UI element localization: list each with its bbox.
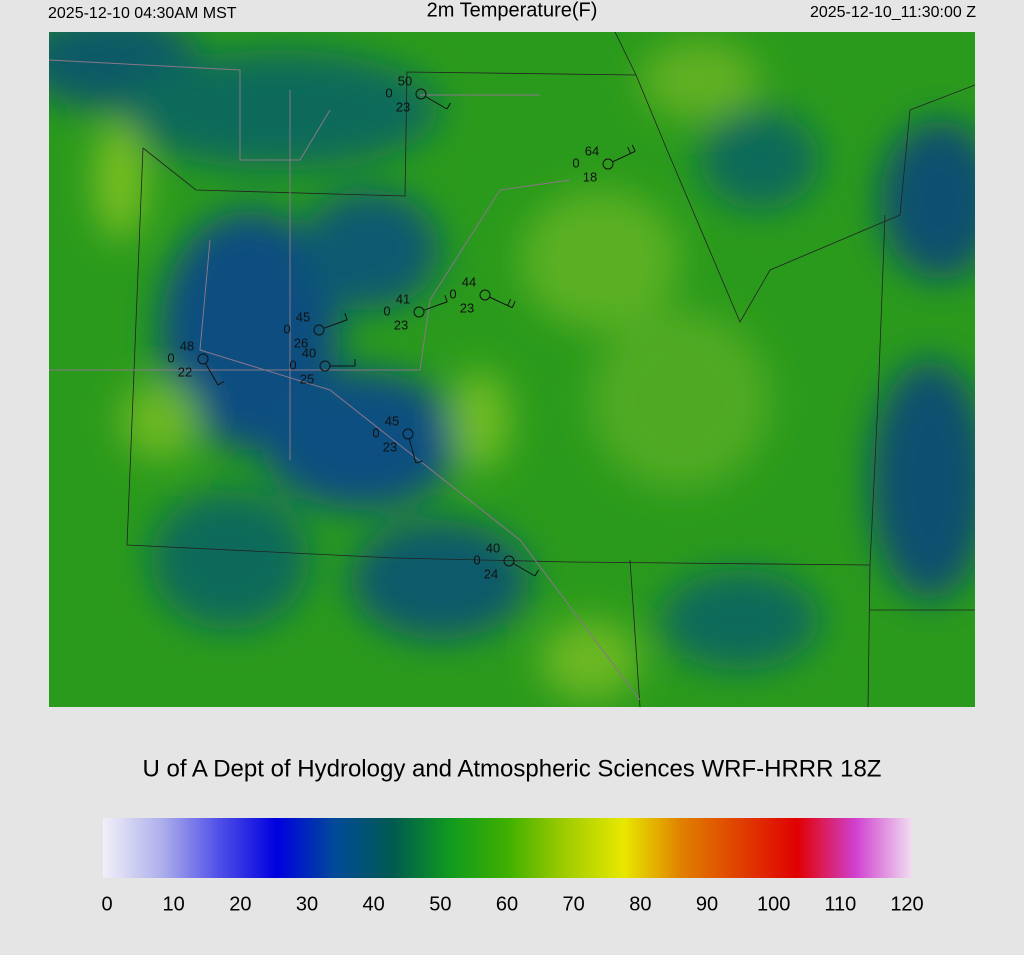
colorbar-tick-label: 100 [757, 893, 790, 915]
colorbar-tick-label: 120 [890, 893, 923, 915]
station-temperature: 40 [302, 345, 316, 360]
colorbar-tick-label: 50 [429, 893, 451, 915]
station-temperature: 40 [486, 540, 500, 555]
station-dewpoint: 23 [460, 300, 474, 315]
station-marker [503, 555, 515, 567]
colorbar-tick-label: 30 [296, 893, 318, 915]
boundaries [126, 32, 975, 707]
station-temperature: 48 [180, 338, 194, 353]
station-marker [402, 428, 414, 440]
wind-barb [507, 299, 512, 306]
wind-barb [627, 146, 632, 154]
station-dewpoint: 23 [383, 439, 397, 454]
colorbar-tick-label: 60 [496, 893, 518, 915]
station-marker [197, 353, 209, 365]
footer-credit: U of A Dept of Hydrology and Atmospheric… [143, 755, 882, 782]
colorbar-tick-label: 20 [229, 893, 251, 915]
colorbar-tick-label: 80 [629, 893, 651, 915]
wind-barb [415, 460, 423, 464]
temperature-field [49, 32, 975, 700]
colorbar-tick-label: 10 [163, 893, 185, 915]
roads [49, 59, 641, 701]
wind-barb [631, 144, 636, 152]
wind-barb [205, 363, 219, 386]
colorbar-ticks: 0 10 20 30 40 50 60 70 80 90 100 110 120 [101, 893, 923, 915]
colorbar-tick-label: 110 [824, 893, 856, 915]
station-dewpoint: 22 [178, 364, 192, 379]
wind-barb [446, 102, 451, 110]
station-temperature: 50 [398, 73, 412, 88]
station-temperature: 64 [585, 143, 599, 158]
station-dewpoint: 24 [484, 566, 498, 581]
station-marker [413, 306, 425, 318]
map-title: 2m Temperature(F) [427, 0, 598, 21]
station-precip: 0 [449, 286, 456, 301]
station-precip: 0 [283, 321, 290, 336]
wind-barb [489, 296, 513, 309]
station-dewpoint: 23 [396, 99, 410, 114]
colorbar-tick-label: 90 [696, 893, 718, 915]
station-marker [313, 324, 325, 336]
station-precip: 0 [383, 303, 390, 318]
station-precip: 0 [385, 85, 392, 100]
station-dewpoint: 18 [583, 169, 597, 184]
station-temperature: 45 [385, 413, 399, 428]
local-time: 2025-12-10 04:30AM MST [48, 5, 237, 22]
wind-barb [534, 569, 539, 577]
wind-barb [344, 312, 348, 320]
station-precip: 0 [372, 425, 379, 440]
station-marker [602, 158, 614, 170]
station-temperature: 41 [396, 291, 410, 306]
station-dewpoint: 26 [294, 335, 308, 350]
colorbar-tick-label: 0 [101, 893, 112, 915]
map [49, 32, 975, 707]
station-dewpoint: 23 [394, 317, 408, 332]
station-precip: 0 [289, 357, 296, 372]
station-marker [415, 88, 427, 100]
station-temperature: 44 [462, 274, 476, 289]
colorbar-tick-label: 70 [563, 893, 585, 915]
wind-barb [423, 301, 448, 311]
colorbar-tick-label: 40 [363, 893, 385, 915]
wind-barb [217, 381, 225, 386]
stations: 5002364018410234402345026400254802245023… [167, 73, 636, 581]
wind-barb [612, 150, 636, 163]
valid-time: 2025-12-10_11:30:00 Z [810, 4, 976, 21]
colorbar [103, 818, 913, 878]
wind-barb [444, 294, 448, 302]
station-temperature: 45 [296, 309, 310, 324]
wind-barb [425, 96, 448, 110]
wind-barb [323, 319, 348, 329]
wind-barb [408, 438, 417, 464]
station-precip: 0 [167, 350, 174, 365]
station-precip: 0 [572, 155, 579, 170]
station-marker [479, 289, 491, 301]
station-precip: 0 [473, 552, 480, 567]
wind-barb [511, 301, 516, 308]
wind-barb [513, 563, 536, 577]
station-dewpoint: 25 [300, 371, 314, 386]
